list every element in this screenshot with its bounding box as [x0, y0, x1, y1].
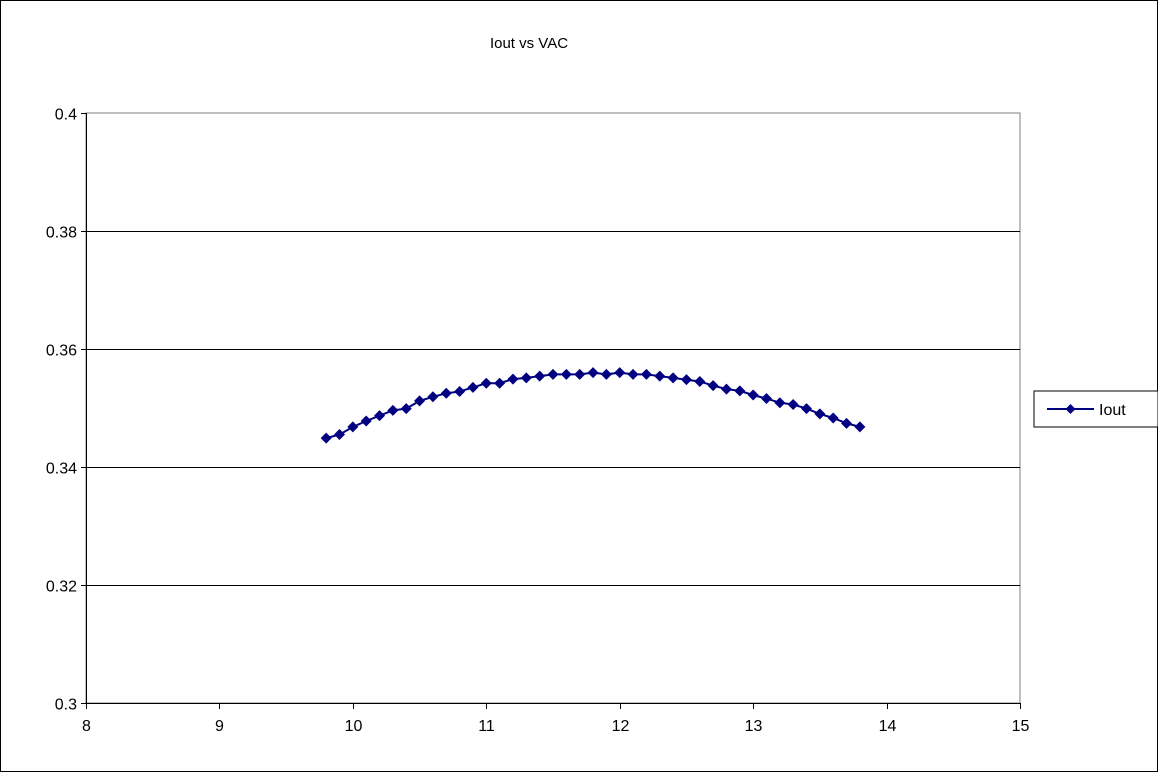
series-iout — [320, 367, 866, 444]
data-point-marker — [627, 368, 639, 380]
legend-label-iout: Iout — [1099, 402, 1126, 419]
y-axis-tick-labels: 0.3 0.32 0.34 0.36 0.38 0.4 — [46, 107, 77, 714]
x-tick-label: 11 — [478, 718, 495, 735]
data-point-marker — [667, 372, 679, 384]
data-point-marker — [547, 368, 559, 380]
data-point-marker — [360, 415, 372, 427]
data-point-marker — [774, 397, 786, 409]
data-point-marker — [600, 368, 612, 380]
data-point-marker — [587, 367, 599, 379]
data-point-marker — [414, 395, 426, 407]
data-point-marker — [467, 381, 479, 393]
data-point-marker — [440, 387, 452, 399]
y-tick-label: 0.4 — [55, 107, 77, 124]
data-point-marker — [574, 368, 586, 380]
x-tick-label: 9 — [215, 718, 224, 735]
data-point-marker — [720, 383, 732, 395]
data-point-marker — [680, 374, 692, 386]
data-point-marker — [520, 372, 532, 384]
gridlines — [86, 231, 1020, 586]
data-point-marker — [814, 408, 826, 420]
data-point-marker — [734, 385, 746, 397]
chart-title: Iout vs VAC — [490, 35, 568, 52]
x-axis-tick-labels: 8 9 10 11 12 13 14 15 — [82, 718, 1029, 735]
data-point-marker — [534, 370, 546, 382]
data-point-marker — [494, 377, 506, 389]
data-point-marker — [507, 373, 519, 385]
x-tick-label: 15 — [1012, 718, 1030, 735]
x-tick-label: 14 — [879, 718, 897, 735]
x-tick-label: 13 — [745, 718, 763, 735]
legend: Iout — [1033, 390, 1158, 428]
data-point-marker — [801, 403, 813, 415]
data-point-marker — [760, 393, 772, 405]
data-point-marker — [707, 380, 719, 392]
data-point-marker — [334, 429, 346, 441]
data-point-marker — [841, 417, 853, 429]
y-tick-label: 0.38 — [46, 225, 77, 242]
data-point-marker — [427, 391, 439, 403]
data-point-marker — [347, 421, 359, 433]
data-point-marker — [480, 377, 492, 389]
y-tick-label: 0.34 — [46, 461, 77, 478]
data-point-marker — [854, 421, 866, 433]
data-point-marker — [694, 375, 706, 387]
data-point-marker — [454, 385, 466, 397]
x-tick-label: 10 — [345, 718, 363, 735]
x-tick-label: 12 — [612, 718, 630, 735]
legend-marker-diamond-icon — [1065, 404, 1076, 414]
y-tick-label: 0.32 — [46, 579, 77, 596]
data-point-marker — [560, 368, 572, 380]
y-tick-label: 0.3 — [55, 697, 77, 714]
data-point-marker — [387, 404, 399, 416]
data-point-marker — [640, 368, 652, 380]
data-point-marker — [787, 398, 799, 410]
data-point-marker — [320, 432, 332, 444]
x-tick-label: 8 — [82, 718, 91, 735]
data-point-marker — [374, 410, 386, 422]
data-point-marker — [654, 370, 666, 382]
data-point-marker — [614, 367, 626, 379]
data-point-marker — [400, 403, 412, 415]
y-tick-label: 0.36 — [46, 343, 77, 360]
data-point-marker — [827, 412, 839, 424]
axes — [81, 113, 1021, 709]
data-point-marker — [747, 389, 759, 401]
plot-area — [85, 112, 1021, 704]
